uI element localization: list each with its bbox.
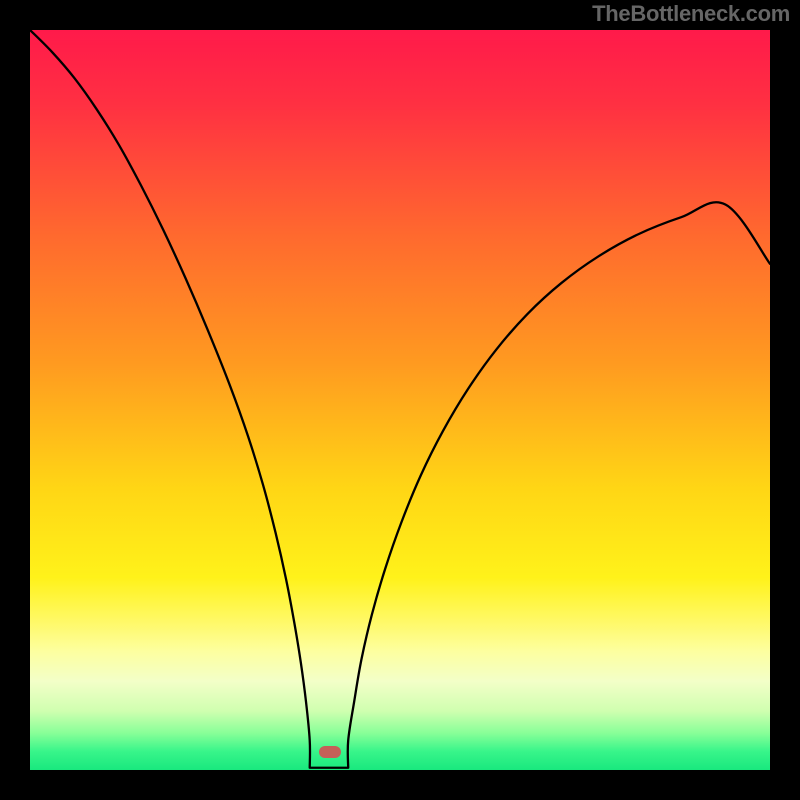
watermark-text: TheBottleneck.com [592, 1, 790, 27]
plot-frame [0, 0, 800, 800]
valley-marker [319, 746, 341, 758]
plot-area [30, 30, 770, 770]
bottleneck-curve [30, 30, 770, 770]
